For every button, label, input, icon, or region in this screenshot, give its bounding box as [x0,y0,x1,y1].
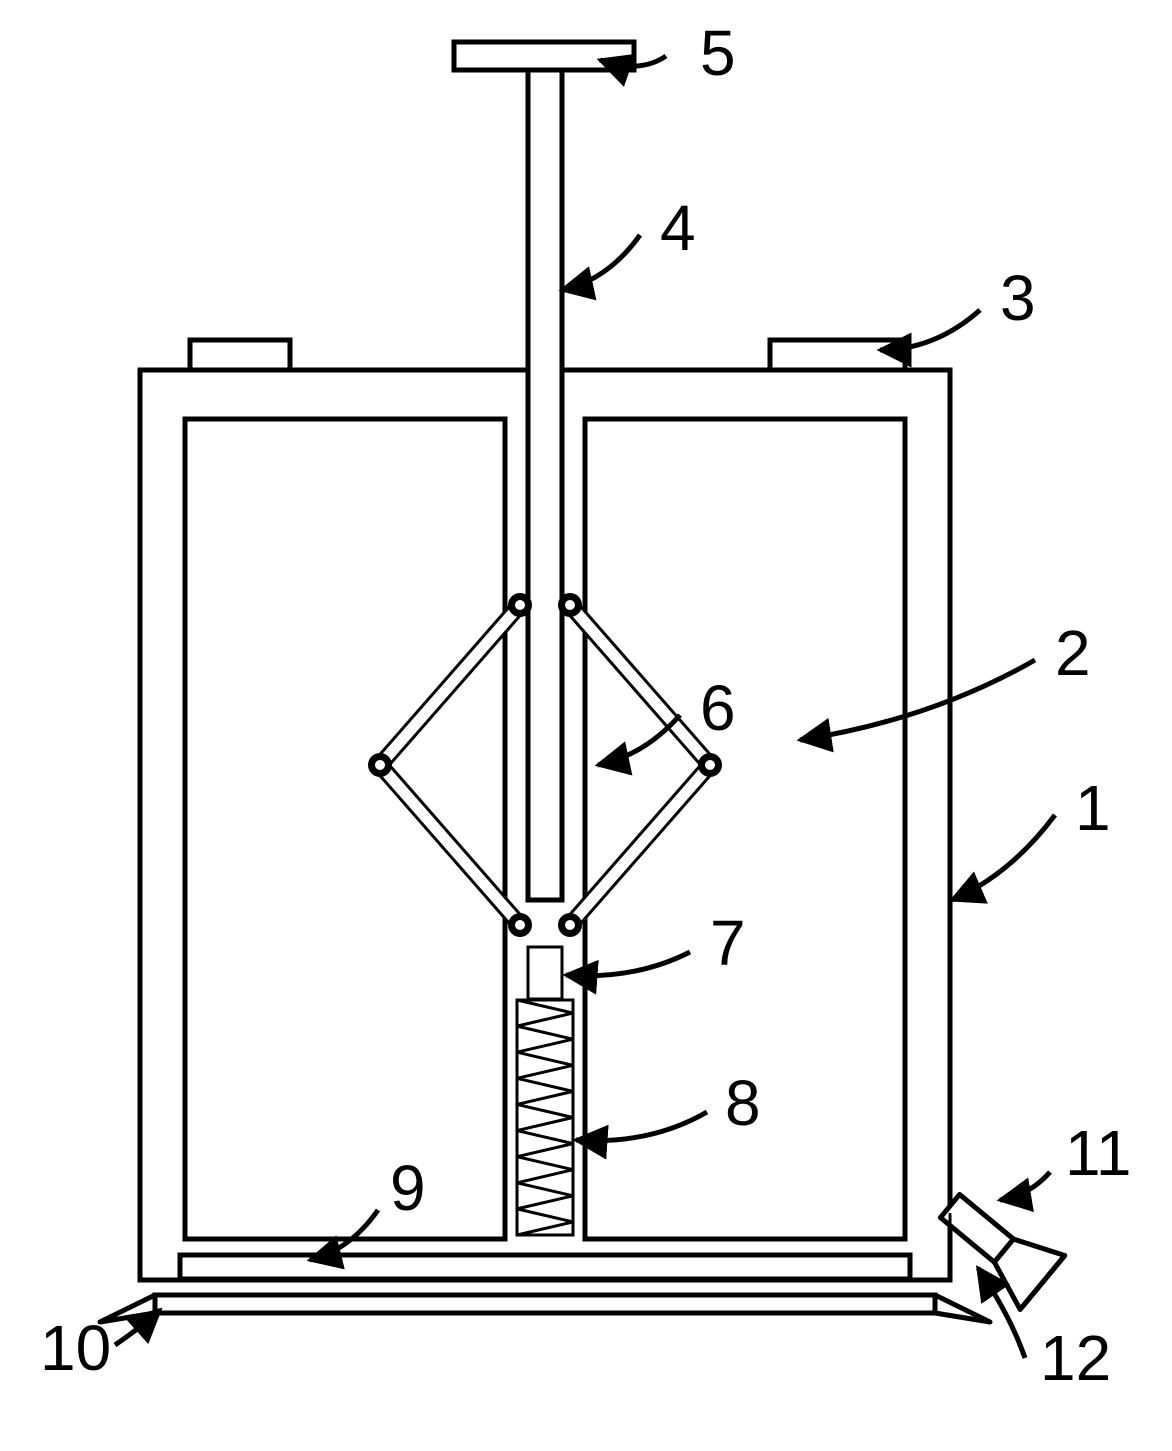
pivot-hole [565,920,575,930]
label-8: 8 [725,1067,761,1139]
bottom-channel [155,1295,935,1313]
handle-cap [454,42,634,70]
leader-4 [562,235,640,290]
label-7: 7 [710,907,746,979]
plunger [528,947,562,999]
label-12: 12 [1040,1322,1111,1394]
pivot-hole [515,600,525,610]
label-9: 9 [390,1152,426,1224]
label-4: 4 [660,192,696,264]
label-10: 10 [40,1312,111,1384]
pivot-hole [375,760,385,770]
leader-1 [952,815,1055,900]
bottom-plate [180,1255,910,1279]
pivot-hole [515,920,525,930]
label-6: 6 [700,672,736,744]
piston-rod [528,70,562,900]
inner-panel-left [185,419,505,1239]
bottom-wedge-right [935,1295,990,1322]
top-pad-right [770,340,905,370]
label-3: 3 [1000,262,1036,334]
label-11: 11 [1065,1117,1131,1189]
label-1: 1 [1075,772,1111,844]
label-2: 2 [1055,617,1091,689]
leader-11 [1000,1172,1050,1200]
pivot-hole [705,760,715,770]
spring-housing [517,1000,573,1235]
label-5: 5 [700,17,736,89]
pivot-hole [565,600,575,610]
top-pad-left [190,340,290,370]
